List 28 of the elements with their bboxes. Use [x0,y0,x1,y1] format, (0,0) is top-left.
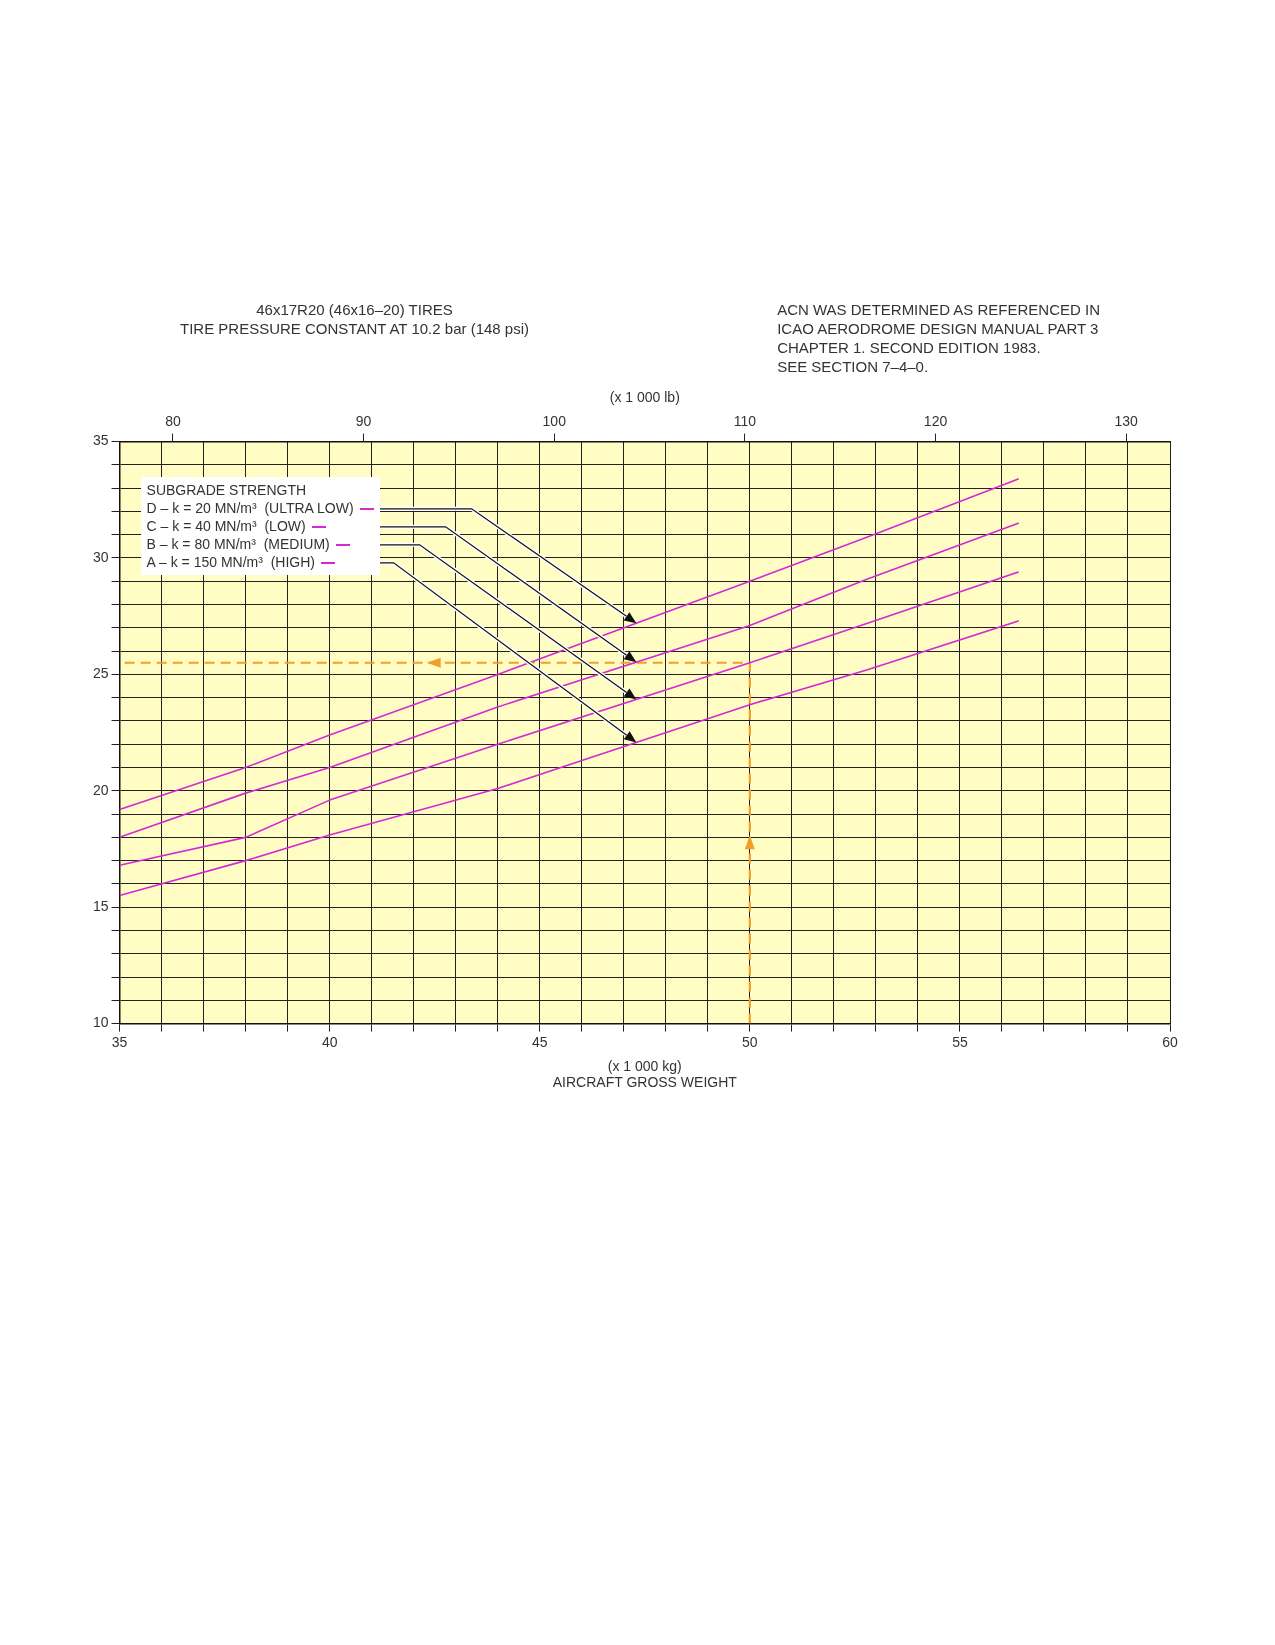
x-axis-title: (x 1 000 kg) AIRCRAFT GROSS WEIGHT [552,1057,738,1091]
x-tick-label: 35 [111,1033,128,1050]
legend-label: A – k = 150 MN/m³ (HIGH) [146,553,316,570]
x-tick-label: 60 [1162,1033,1178,1050]
x2-tick-label: 130 [1114,413,1139,430]
x2-tick-label: 80 [165,413,181,430]
x-tick-label: 55 [952,1033,968,1050]
x-tick-label: 45 [531,1033,548,1050]
legend-title: SUBGRADE STRENGTH [146,480,308,499]
text: ACN WAS DETERMINED AS REFERENCED IN ICAO AERODROME DESIGN MANUAL PART 3 CHAPTER 1. SECOND EDITION 1983. SEE SECTION 7–4–0. [777,300,1100,376]
legend-label: B – k = 80 MN/m³ (MEDIUM) [146,535,330,552]
y-tick-label: 30 [92,548,109,565]
legend-label: C – k = 40 MN/m³ (LOW) [146,517,306,534]
legend-label: D – k = 20 MN/m³ (ULTRA LOW) [146,499,354,516]
y-tick-label: 15 [92,898,109,915]
chart-title: 46x17R20 (46x16–20) TIRES [255,300,454,319]
x2-tick-label: 90 [355,413,372,430]
x2-axis-title: (x 1 000 lb) [609,389,680,406]
x2-tick-label: 120 [923,413,948,430]
y-tick-label: 35 [92,432,109,449]
x2-tick-label: 100 [542,413,567,430]
x-tick-label: 40 [321,1033,338,1050]
y-tick-label: 25 [92,665,109,682]
y-tick-label: 10 [92,1014,109,1031]
chart-subtitle: TIRE PRESSURE CONSTANT AT 10.2 bar (148 psi) [180,319,529,338]
y-tick-label: 20 [92,781,109,798]
x-tick-label: 50 [742,1033,758,1050]
x2-tick-label: 110 [733,413,757,430]
